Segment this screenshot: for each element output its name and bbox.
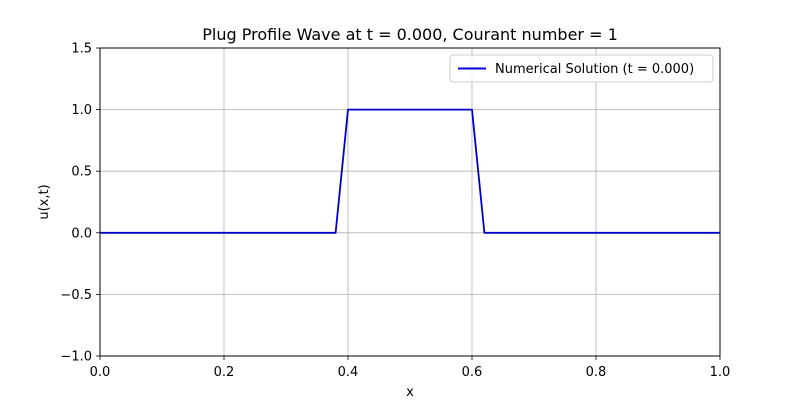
legend: Numerical Solution (t = 0.000)	[449, 54, 714, 83]
y-tick-label: 1.5	[71, 42, 92, 57]
grid-lines	[99, 47, 721, 357]
plot-area-frame	[99, 47, 721, 357]
legend-box	[449, 54, 714, 83]
y-axis-label: u(x,t)	[37, 184, 52, 219]
y-tick-label: 1.0	[71, 103, 92, 118]
x-tick-label: 1.0	[710, 365, 731, 380]
x-tick-label: 0.8	[586, 365, 607, 380]
y-tick-label: −0.5	[60, 288, 92, 303]
legend-label: Numerical Solution (t = 0.000)	[495, 62, 694, 77]
x-tick-label: 0.0	[90, 365, 111, 380]
chart-title: Plug Profile Wave at t = 0.000, Courant …	[202, 25, 618, 44]
y-tick-label: −1.0	[60, 350, 92, 365]
y-tick-label: 0.5	[71, 165, 92, 180]
x-tick-label: 0.2	[214, 365, 235, 380]
y-tick-label: 0.0	[71, 226, 92, 241]
x-tick-label: 0.6	[462, 365, 483, 380]
x-tick-label: 0.4	[338, 365, 359, 380]
series-layer	[100, 108, 720, 234]
x-axis-label: x	[406, 385, 414, 400]
axis-ticks: 0.0 0.2 0.4 0.6 0.8 1.0 −1.0 −0.5 0.0 0.5 1.0 1.5	[60, 42, 730, 381]
series-line-numerical-solution	[100, 108, 720, 234]
